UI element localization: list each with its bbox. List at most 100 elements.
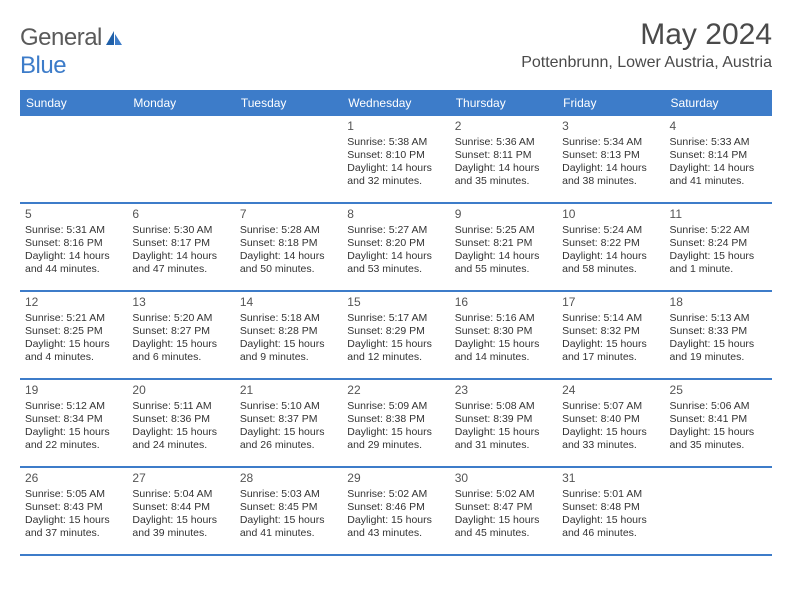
- calendar-cell: 25Sunrise: 5:06 AMSunset: 8:41 PMDayligh…: [665, 379, 772, 467]
- calendar-cell: 4Sunrise: 5:33 AMSunset: 8:14 PMDaylight…: [665, 115, 772, 203]
- day-number: 22: [347, 383, 444, 398]
- sunset-text: Sunset: 8:20 PM: [347, 237, 444, 250]
- calendar-row: 12Sunrise: 5:21 AMSunset: 8:25 PMDayligh…: [20, 291, 772, 379]
- calendar-cell: .: [20, 115, 127, 203]
- sunrise-text: Sunrise: 5:18 AM: [240, 312, 337, 325]
- logo-word2: Blue: [20, 52, 66, 79]
- day-number: 27: [132, 471, 229, 486]
- daylight-text: Daylight: 14 hours and 47 minutes.: [132, 250, 229, 276]
- sunset-text: Sunset: 8:29 PM: [347, 325, 444, 338]
- sunset-text: Sunset: 8:39 PM: [455, 413, 552, 426]
- calendar-cell: 26Sunrise: 5:05 AMSunset: 8:43 PMDayligh…: [20, 467, 127, 555]
- day-number: 30: [455, 471, 552, 486]
- sunrise-text: Sunrise: 5:09 AM: [347, 400, 444, 413]
- sunset-text: Sunset: 8:38 PM: [347, 413, 444, 426]
- day-number: 12: [25, 295, 122, 310]
- calendar-cell: 31Sunrise: 5:01 AMSunset: 8:48 PMDayligh…: [557, 467, 664, 555]
- sunset-text: Sunset: 8:30 PM: [455, 325, 552, 338]
- daylight-text: Daylight: 14 hours and 41 minutes.: [670, 162, 767, 188]
- day-number: 20: [132, 383, 229, 398]
- day-number: 21: [240, 383, 337, 398]
- daylight-text: Daylight: 15 hours and 9 minutes.: [240, 338, 337, 364]
- daylight-text: Daylight: 15 hours and 19 minutes.: [670, 338, 767, 364]
- daylight-text: Daylight: 15 hours and 17 minutes.: [562, 338, 659, 364]
- sunrise-text: Sunrise: 5:27 AM: [347, 224, 444, 237]
- day-number: 8: [347, 207, 444, 222]
- calendar-cell: 1Sunrise: 5:38 AMSunset: 8:10 PMDaylight…: [342, 115, 449, 203]
- sunrise-text: Sunrise: 5:11 AM: [132, 400, 229, 413]
- calendar-cell: 11Sunrise: 5:22 AMSunset: 8:24 PMDayligh…: [665, 203, 772, 291]
- sunrise-text: Sunrise: 5:02 AM: [347, 488, 444, 501]
- daylight-text: Daylight: 14 hours and 44 minutes.: [25, 250, 122, 276]
- calendar-cell: 20Sunrise: 5:11 AMSunset: 8:36 PMDayligh…: [127, 379, 234, 467]
- daylight-text: Daylight: 15 hours and 12 minutes.: [347, 338, 444, 364]
- daylight-text: Daylight: 15 hours and 1 minute.: [670, 250, 767, 276]
- calendar-cell: 14Sunrise: 5:18 AMSunset: 8:28 PMDayligh…: [235, 291, 342, 379]
- calendar-cell: 3Sunrise: 5:34 AMSunset: 8:13 PMDaylight…: [557, 115, 664, 203]
- daylight-text: Daylight: 15 hours and 4 minutes.: [25, 338, 122, 364]
- sunset-text: Sunset: 8:10 PM: [347, 149, 444, 162]
- sunrise-text: Sunrise: 5:34 AM: [562, 136, 659, 149]
- sunset-text: Sunset: 8:37 PM: [240, 413, 337, 426]
- sunrise-text: Sunrise: 5:30 AM: [132, 224, 229, 237]
- calendar-cell: 8 Sunrise: 5:27 AMSunset: 8:20 PMDaylight…: [342, 203, 449, 291]
- sunrise-text: Sunrise: 5:05 AM: [25, 488, 122, 501]
- sunrise-text: Sunrise: 5:04 AM: [132, 488, 229, 501]
- day-number: 9: [455, 207, 552, 222]
- daylight-text: Daylight: 14 hours and 53 minutes.: [347, 250, 444, 276]
- daylight-text: Daylight: 15 hours and 45 minutes.: [455, 514, 552, 540]
- sunset-text: Sunset: 8:45 PM: [240, 501, 337, 514]
- calendar-cell: 29Sunrise: 5:02 AMSunset: 8:46 PMDayligh…: [342, 467, 449, 555]
- sunset-text: Sunset: 8:14 PM: [670, 149, 767, 162]
- daylight-text: Daylight: 14 hours and 58 minutes.: [562, 250, 659, 276]
- calendar-row: 5Sunrise: 5:31 AMSunset: 8:16 PMDaylight…: [20, 203, 772, 291]
- calendar-page: GeneralBlue May 2024 Pottenbrunn, Lower …: [0, 0, 792, 566]
- sunrise-text: Sunrise: 5:36 AM: [455, 136, 552, 149]
- sunset-text: Sunset: 8:13 PM: [562, 149, 659, 162]
- sunset-text: Sunset: 8:17 PM: [132, 237, 229, 250]
- calendar-cell: 17Sunrise: 5:14 AMSunset: 8:32 PMDayligh…: [557, 291, 664, 379]
- daylight-text: Daylight: 15 hours and 31 minutes.: [455, 426, 552, 452]
- day-number: 17: [562, 295, 659, 310]
- sunrise-text: Sunrise: 5:01 AM: [562, 488, 659, 501]
- location-text: Pottenbrunn, Lower Austria, Austria: [521, 54, 772, 72]
- sunrise-text: Sunrise: 5:31 AM: [25, 224, 122, 237]
- day-header: Friday: [557, 91, 664, 115]
- sunrise-text: Sunrise: 5:02 AM: [455, 488, 552, 501]
- calendar-cell: 6Sunrise: 5:30 AMSunset: 8:17 PMDaylight…: [127, 203, 234, 291]
- daylight-text: Daylight: 15 hours and 41 minutes.: [240, 514, 337, 540]
- day-number: 16: [455, 295, 552, 310]
- sunset-text: Sunset: 8:34 PM: [25, 413, 122, 426]
- day-header: Wednesday: [342, 91, 449, 115]
- calendar-cell: 15Sunrise: 5:17 AMSunset: 8:29 PMDayligh…: [342, 291, 449, 379]
- daylight-text: Daylight: 15 hours and 37 minutes.: [25, 514, 122, 540]
- sunset-text: Sunset: 8:46 PM: [347, 501, 444, 514]
- sunset-text: Sunset: 8:47 PM: [455, 501, 552, 514]
- day-header: Tuesday: [235, 91, 342, 115]
- calendar-cell: .: [235, 115, 342, 203]
- sunrise-text: Sunrise: 5:03 AM: [240, 488, 337, 501]
- sunset-text: Sunset: 8:21 PM: [455, 237, 552, 250]
- daylight-text: Daylight: 14 hours and 35 minutes.: [455, 162, 552, 188]
- calendar-cell: 18Sunrise: 5:13 AMSunset: 8:33 PMDayligh…: [665, 291, 772, 379]
- calendar-row: ...1Sunrise: 5:38 AMSunset: 8:10 PMDayli…: [20, 115, 772, 203]
- sunrise-text: Sunrise: 5:17 AM: [347, 312, 444, 325]
- logo-text: GeneralBlue: [20, 24, 124, 80]
- logo-word1: General: [20, 24, 102, 51]
- daylight-text: Daylight: 15 hours and 24 minutes.: [132, 426, 229, 452]
- sunrise-text: Sunrise: 5:22 AM: [670, 224, 767, 237]
- sunrise-text: Sunrise: 5:21 AM: [25, 312, 122, 325]
- calendar-row: 26Sunrise: 5:05 AMSunset: 8:43 PMDayligh…: [20, 467, 772, 555]
- sunrise-text: Sunrise: 5:20 AM: [132, 312, 229, 325]
- calendar-cell: 16Sunrise: 5:16 AMSunset: 8:30 PMDayligh…: [450, 291, 557, 379]
- day-number: 10: [562, 207, 659, 222]
- sunset-text: Sunset: 8:48 PM: [562, 501, 659, 514]
- day-number: 25: [670, 383, 767, 398]
- calendar-cell: 28Sunrise: 5:03 AMSunset: 8:45 PMDayligh…: [235, 467, 342, 555]
- daylight-text: Daylight: 14 hours and 55 minutes.: [455, 250, 552, 276]
- sunset-text: Sunset: 8:28 PM: [240, 325, 337, 338]
- sunset-text: Sunset: 8:18 PM: [240, 237, 337, 250]
- sunset-text: Sunset: 8:32 PM: [562, 325, 659, 338]
- sunrise-text: Sunrise: 5:07 AM: [562, 400, 659, 413]
- day-number: 31: [562, 471, 659, 486]
